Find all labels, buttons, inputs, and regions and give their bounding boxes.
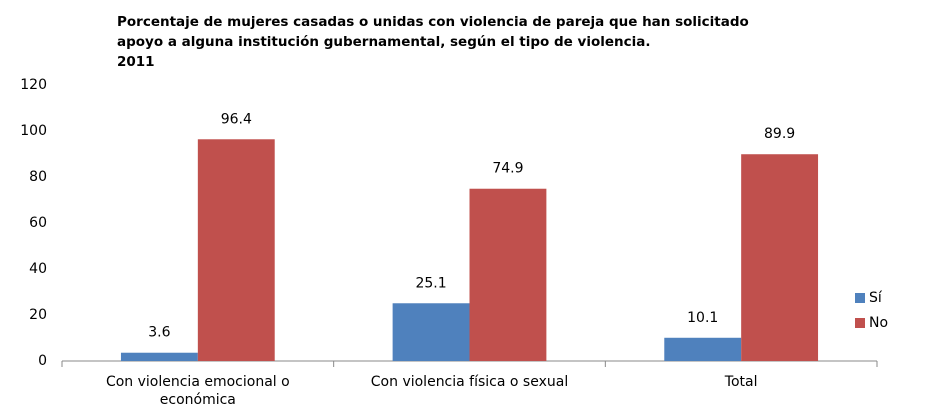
legend-label: Sí <box>869 290 883 306</box>
data-label: 96.4 <box>221 111 252 127</box>
bar <box>392 303 470 361</box>
x-tick-label: Con violencia emocional o económica <box>105 374 290 408</box>
bar <box>664 337 742 361</box>
x-tick-label: Con violencia física o sexual <box>370 374 569 390</box>
y-tick-label: 0 <box>38 353 47 369</box>
data-label: 3.6 <box>148 325 170 341</box>
y-tick-label: 20 <box>29 307 47 323</box>
data-label: 89.9 <box>764 126 795 142</box>
legend-swatch <box>855 293 865 303</box>
legend-label: No <box>869 315 888 331</box>
chart-title: 2011 <box>117 54 155 70</box>
data-label: 25.1 <box>415 275 446 291</box>
y-tick-label: 120 <box>20 77 47 93</box>
y-tick-label: 60 <box>29 215 47 231</box>
y-tick-label: 80 <box>29 169 47 185</box>
data-label: 10.1 <box>687 310 718 326</box>
bar <box>469 188 547 361</box>
x-tick-label: Total <box>724 374 758 390</box>
bar <box>197 139 275 361</box>
legend-swatch <box>855 318 865 328</box>
y-tick-label: 40 <box>29 261 47 277</box>
y-tick-label: 100 <box>20 123 47 139</box>
data-label: 74.9 <box>492 161 523 177</box>
bar <box>120 352 198 361</box>
bar <box>741 154 819 361</box>
chart-title: apoyo a alguna institución gubernamental… <box>117 34 651 50</box>
chart-title: Porcentaje de mujeres casadas o unidas c… <box>117 14 749 30</box>
